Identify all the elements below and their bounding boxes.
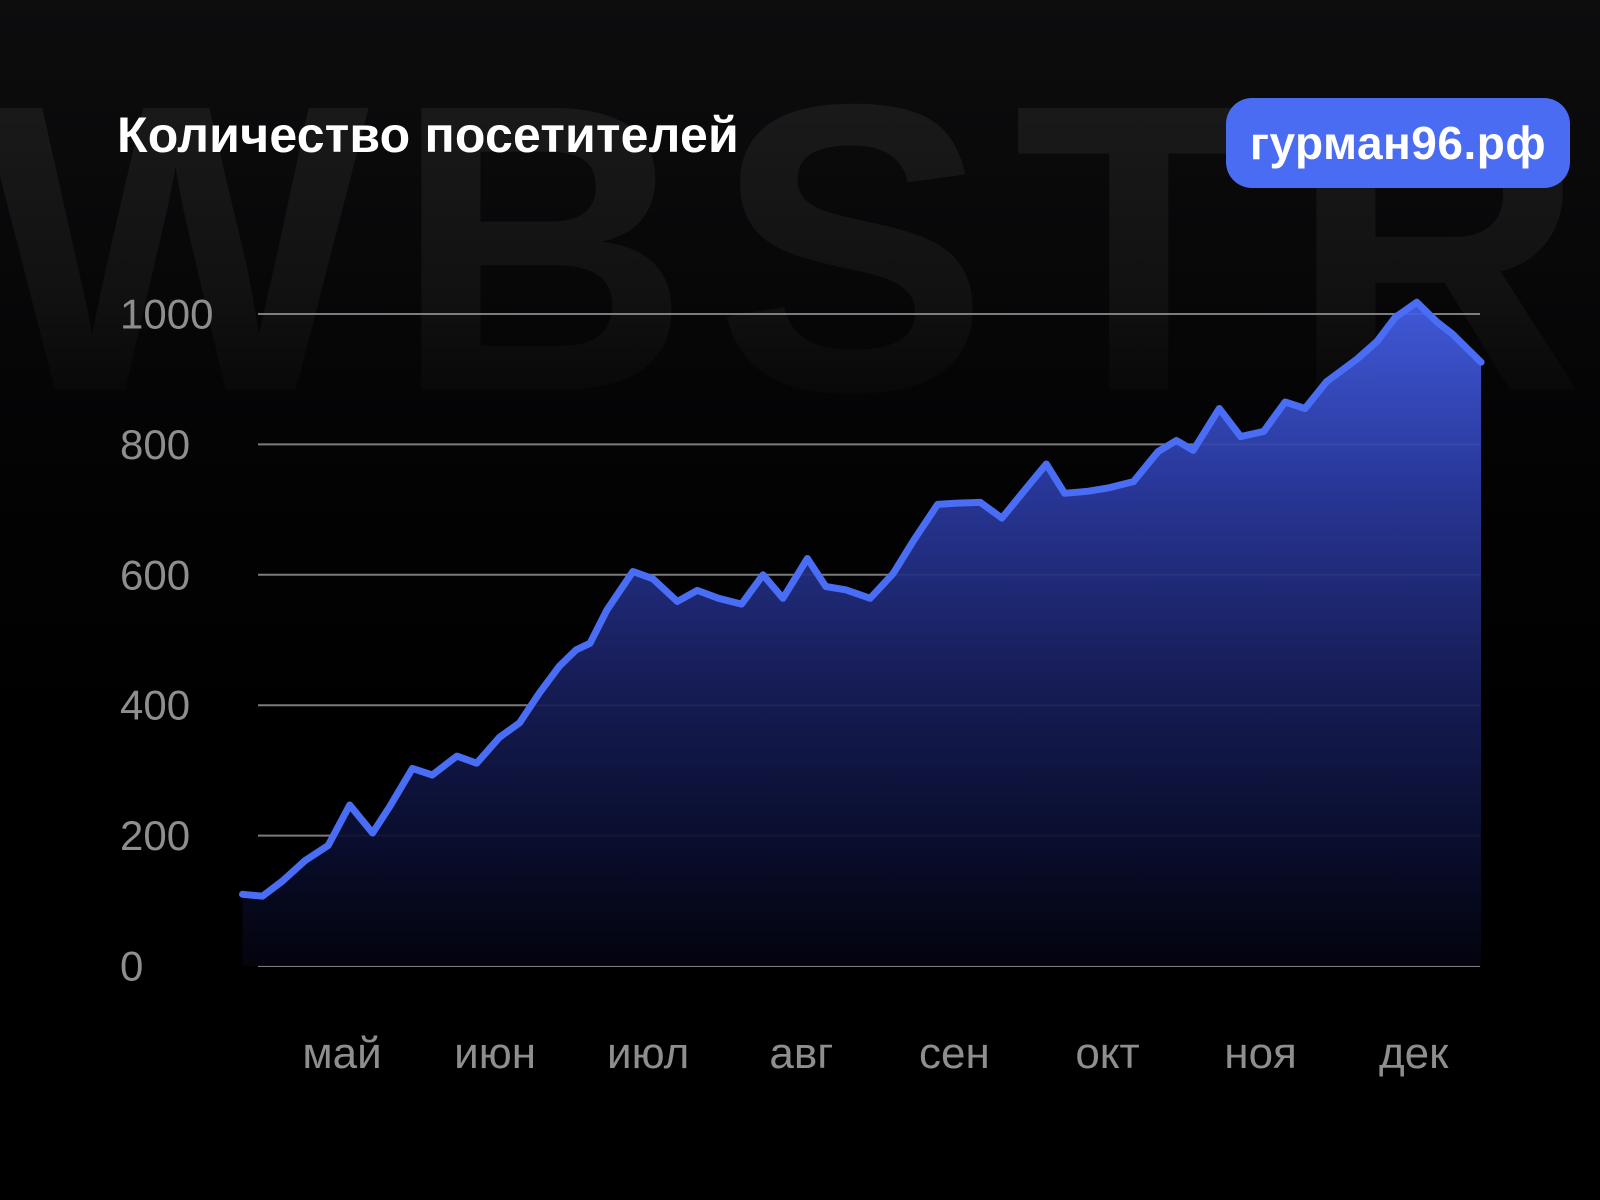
x-tick-label-июл: июл [607, 1029, 689, 1078]
x-tick-label-дек: дек [1379, 1029, 1449, 1078]
y-tick-label-600: 600 [120, 551, 190, 598]
chart-title: Количество посетителей [117, 107, 739, 163]
x-tick-label-июн: июн [454, 1029, 536, 1078]
y-tick-label-400: 400 [120, 682, 190, 729]
x-tick-label-сен: сен [919, 1029, 990, 1078]
trend-line [239, 298, 1485, 900]
y-tick-label-200: 200 [120, 812, 190, 859]
x-tick-label-май: май [302, 1029, 381, 1078]
x-tick-label-окт: окт [1075, 1029, 1139, 1078]
y-tick-label-0: 0 [120, 943, 143, 990]
y-tick-label-1000: 1000 [120, 291, 213, 338]
area-fill [242, 302, 1482, 966]
y-tick-label-800: 800 [120, 421, 190, 468]
site-badge[interactable]: гурман96.рф [1226, 98, 1570, 188]
x-tick-label-ноя: ноя [1224, 1029, 1297, 1078]
y-axis-labels: 0 200 400 600 800 1000 [120, 291, 213, 990]
x-axis-labels: май июн июл авг сен окт ноя дек [302, 1029, 1449, 1078]
x-tick-label-авг: авг [769, 1029, 833, 1078]
